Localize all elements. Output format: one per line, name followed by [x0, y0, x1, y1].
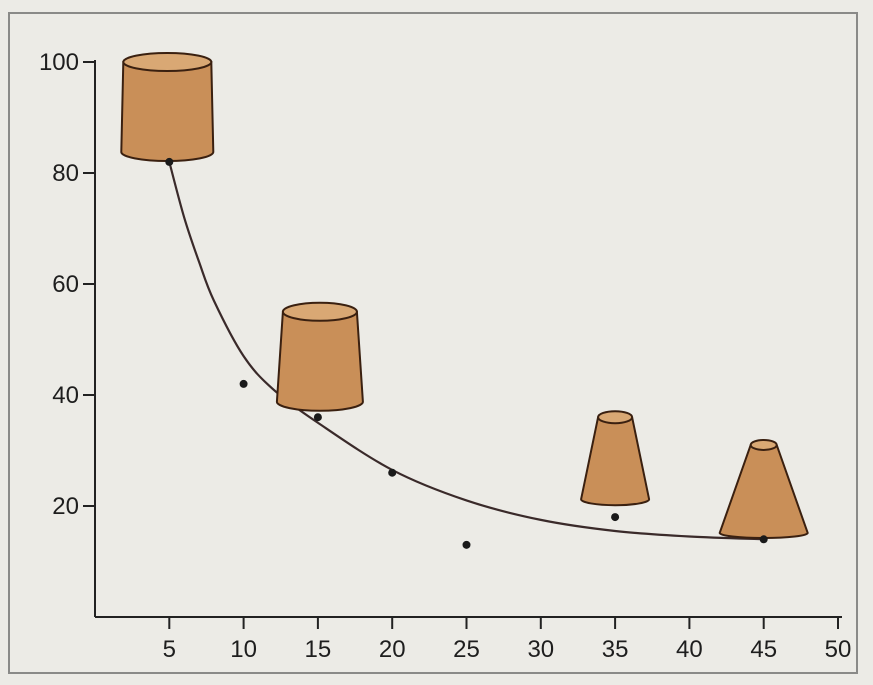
tallest-narrow-cone-rim [749, 438, 778, 451]
medium-cup-rim [281, 301, 358, 322]
tall-narrow-cone-rim [597, 410, 634, 425]
x-tick-label: 35 [602, 636, 629, 663]
x-tick-label: 45 [750, 636, 777, 663]
wide-short-cup-rim [122, 52, 213, 72]
data-point [239, 379, 248, 388]
y-tick-label: 40 [52, 382, 79, 409]
y-tick-label: 100 [39, 49, 79, 76]
wide-short-cup-body [120, 61, 215, 162]
y-tick-label: 80 [52, 160, 79, 187]
x-tick-label: 20 [379, 636, 406, 663]
tall-narrow-cone-body [580, 416, 651, 507]
data-point [313, 413, 322, 422]
fit-curve-line [168, 161, 764, 541]
axes [83, 60, 842, 629]
data-point [759, 535, 768, 544]
tallest-narrow-cone-body [718, 443, 809, 539]
medium-cup-illustration [275, 301, 364, 412]
cup-illustrations-layer [120, 52, 809, 539]
x-tick-label: 5 [163, 636, 176, 663]
wide-short-cup-illustration [120, 52, 215, 162]
data-point [611, 513, 620, 522]
data-point [462, 540, 471, 549]
y-tick-label: 20 [52, 493, 79, 520]
x-tick-label: 15 [305, 636, 332, 663]
medium-cup-body [275, 310, 364, 412]
data-point [388, 468, 397, 477]
tallest-narrow-cone-illustration [718, 438, 809, 539]
y-tick-label: 60 [52, 271, 79, 298]
x-tick-label: 25 [453, 636, 480, 663]
tall-narrow-cone-illustration [580, 410, 651, 507]
data-point [165, 157, 174, 166]
x-tick-label: 40 [676, 636, 703, 663]
x-tick-label: 10 [230, 636, 257, 663]
fit-curve-layer [168, 161, 764, 541]
tick-labels-layer: 5 10 15 20 25 30 35 40 45 50 20 40 60 80 100 [39, 49, 851, 663]
x-tick-label: 50 [825, 636, 852, 663]
data-points-layer [165, 157, 768, 549]
chart-border [8, 12, 858, 674]
x-tick-label: 30 [527, 636, 554, 663]
